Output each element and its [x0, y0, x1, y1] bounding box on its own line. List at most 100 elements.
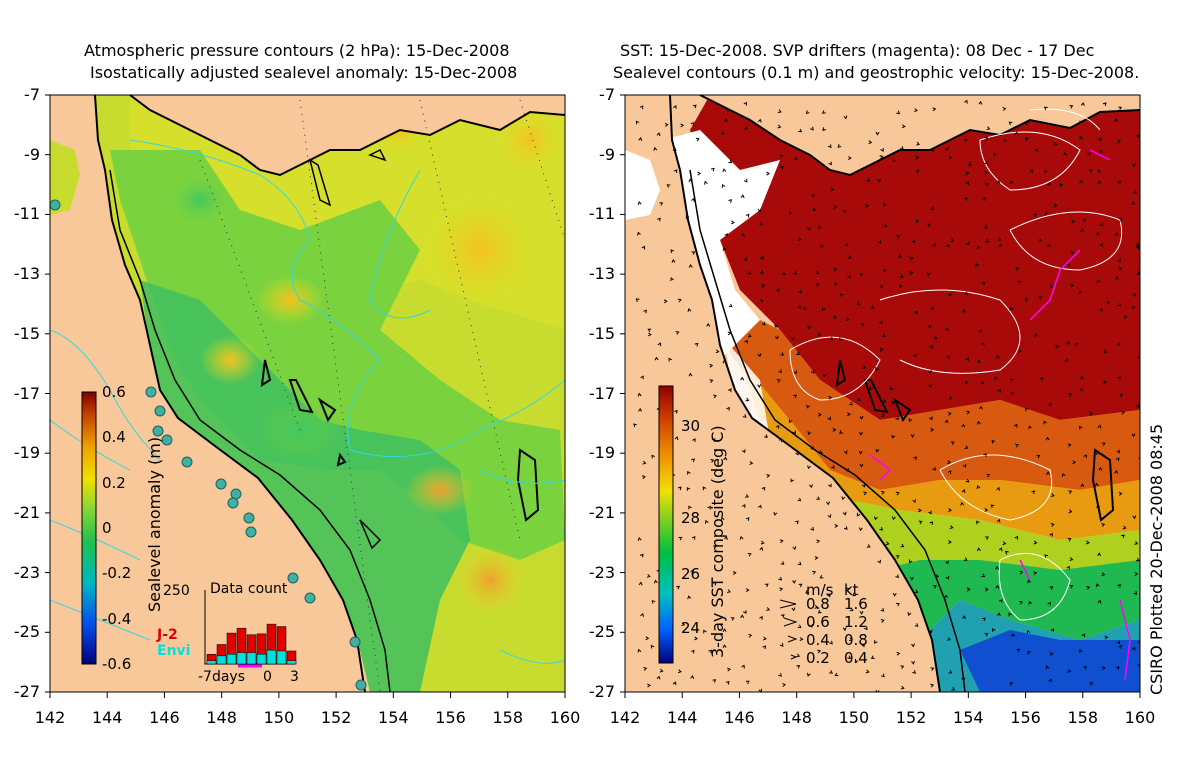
velocity-arrow: [1132, 293, 1137, 297]
velocity-arrow: [810, 446, 815, 450]
velocity-arrow: [856, 512, 861, 517]
velocity-arrow: [1046, 471, 1051, 476]
velocity-arrow: [745, 397, 750, 402]
velocity-arrow: [881, 673, 885, 678]
velocity-arrow: [1133, 190, 1137, 194]
velocity-arrow: [881, 413, 885, 418]
velocity-arrow: [816, 496, 821, 500]
velocity-arrow: [744, 125, 749, 130]
velocity-arrow: [643, 666, 648, 671]
velocity-arrow: [875, 131, 880, 136]
velocity-arrow: [950, 238, 955, 243]
velocity-arrow: [875, 689, 880, 692]
velocity-arrow: [870, 655, 875, 659]
velocity-arrow: [966, 587, 971, 592]
velocity-arrow: [781, 271, 786, 275]
lat-tick-right: -13: [588, 264, 615, 284]
velocity-arrow: [1055, 345, 1060, 349]
velocity-arrow: [741, 664, 745, 669]
velocity-arrow: [991, 439, 996, 444]
velocity-arrow: [982, 617, 986, 622]
velocity-arrow: [1116, 449, 1120, 454]
velocity-arrow: [834, 672, 839, 677]
velocity-arrow: [657, 342, 662, 347]
velocity-arrow: [913, 456, 918, 461]
velocity-arrow: [788, 211, 793, 216]
velocity-arrow: [874, 516, 878, 521]
velocity-arrow: [1095, 451, 1100, 456]
velocity-arrow: [833, 267, 838, 272]
histogram-bar-envi: [256, 653, 267, 665]
velocity-arrow: [1002, 106, 1007, 111]
velocity-arrow: [1133, 591, 1138, 595]
velocity-arrow: [981, 282, 986, 286]
velocity-arrow: [829, 336, 833, 341]
lat-tick-right: -21: [588, 502, 615, 522]
velocity-arrow: [842, 511, 847, 516]
velocity-arrow: [657, 217, 661, 222]
velocity-arrow: [747, 333, 752, 338]
velocity-arrow: [1103, 380, 1108, 385]
velocity-legend-kt: 0.4: [844, 649, 868, 667]
sst-colorbar-tick: 30: [681, 417, 701, 435]
velocity-arrow: [964, 291, 968, 296]
velocity-arrow: [797, 561, 802, 566]
velocity-arrow: [929, 345, 934, 350]
velocity-arrow: [882, 203, 887, 208]
velocity-arrow: [749, 461, 754, 465]
velocity-arrow: [1116, 342, 1121, 347]
velocity-arrow: [690, 649, 695, 654]
velocity-arrow: [866, 544, 871, 548]
velocity-arrow: [1015, 267, 1020, 272]
sealevel-colorbar-label: Sealevel anomaly (m): [145, 436, 164, 612]
velocity-arrow: [1140, 174, 1143, 177]
velocity-arrow: [928, 510, 932, 515]
velocity-arrow: [659, 202, 664, 206]
velocity-arrow: [909, 576, 914, 581]
velocity-arrow: [817, 649, 822, 654]
velocity-arrow: [1096, 504, 1101, 509]
velocity-arrow: [898, 284, 903, 289]
velocity-arrow: [722, 359, 727, 364]
lon-tick-left: 156: [435, 708, 466, 727]
velocity-arrow: [993, 152, 997, 157]
velocity-arrow: [711, 438, 716, 442]
velocity-arrow: [810, 526, 815, 531]
velocity-arrow: [1117, 258, 1121, 263]
velocity-arrow: [1096, 231, 1101, 236]
velocity-arrow: [900, 665, 905, 670]
velocity-arrow: [815, 282, 820, 287]
velocity-arrow: [775, 288, 780, 293]
lat-tick-left: -7: [24, 85, 40, 104]
velocity-arrow: [831, 465, 835, 469]
velocity-arrow: [978, 329, 983, 333]
velocity-arrow: [1025, 121, 1029, 126]
velocity-arrow: [1008, 121, 1013, 126]
velocity-arrow: [1069, 105, 1074, 109]
velocity-arrow: [1088, 169, 1093, 173]
velocity-arrow: [637, 392, 642, 397]
velocity-arrow: [817, 412, 822, 417]
velocity-arrow: [745, 517, 750, 521]
velocity-arrow: [739, 535, 744, 540]
velocity-arrow: [911, 239, 916, 244]
velocity-arrow: [949, 525, 954, 529]
velocity-arrow: [1118, 491, 1123, 496]
velocity-arrow: [908, 559, 913, 564]
velocity-arrow: [930, 667, 935, 671]
velocity-arrow: [1118, 218, 1123, 222]
velocity-arrow: [914, 108, 919, 113]
velocity-arrow: [928, 383, 932, 388]
velocity-arrow: [650, 644, 655, 649]
velocity-arrow: [721, 131, 725, 136]
velocity-arrow: [1016, 648, 1021, 653]
velocity-arrow: [1014, 535, 1018, 540]
velocity-arrow: [728, 199, 733, 203]
velocity-arrow: [672, 147, 677, 152]
velocity-arrow: [743, 257, 748, 262]
velocity-arrow: [1059, 183, 1064, 188]
velocity-arrow: [1123, 315, 1128, 319]
velocity-arrow: [1122, 525, 1127, 530]
velocity-arrow: [677, 669, 682, 674]
